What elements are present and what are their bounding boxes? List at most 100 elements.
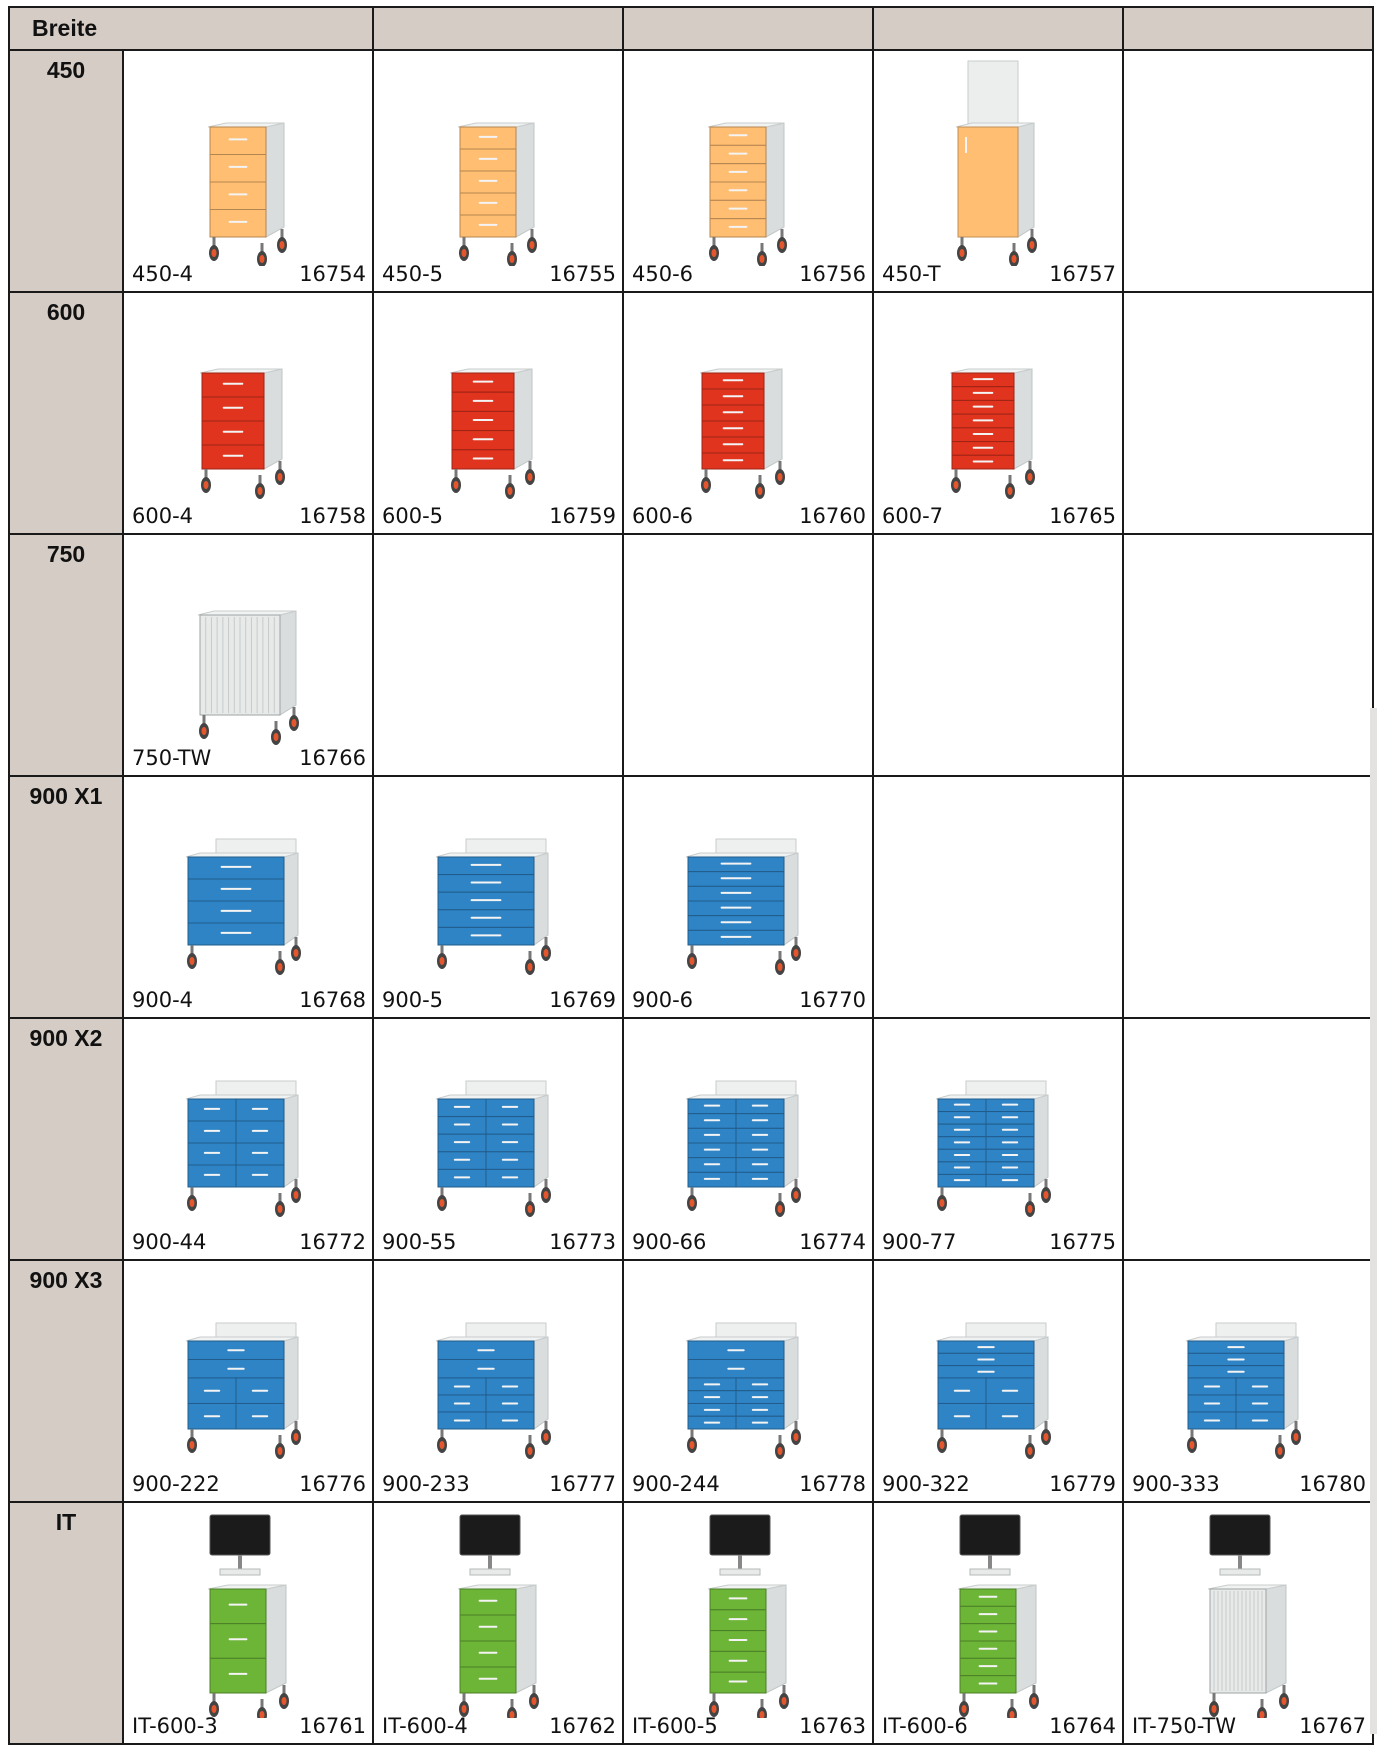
wheel-icon xyxy=(201,469,211,493)
drawer-icon xyxy=(187,878,285,902)
drawer-icon xyxy=(459,148,517,172)
product-cell: IT-750-TW 16767 xyxy=(1122,1501,1374,1745)
row-width-label: 900 X2 xyxy=(29,1025,103,1051)
wheel-icon xyxy=(1005,475,1015,499)
cabinet-icon xyxy=(457,122,535,238)
drawer-icon xyxy=(187,900,285,924)
product-cell: 900-233 16777 xyxy=(372,1259,624,1503)
product-number: 16759 xyxy=(549,504,616,528)
wheel-icon xyxy=(507,243,517,266)
drawer-icon xyxy=(235,1098,285,1122)
cabinet-icon xyxy=(685,852,799,946)
empty-cell xyxy=(1122,1017,1374,1261)
cabinet-icon xyxy=(1185,1336,1299,1430)
product-image xyxy=(707,122,787,266)
product-image-wrapper xyxy=(624,293,872,508)
cell-content: 900-5 16769 xyxy=(374,777,622,1017)
product-image xyxy=(707,1514,789,1718)
product-image-wrapper xyxy=(1124,1503,1372,1718)
product-number: 16769 xyxy=(549,988,616,1012)
product-code: IT-600-5 xyxy=(632,1714,718,1738)
product-image xyxy=(935,1080,1051,1217)
product-image xyxy=(185,1080,301,1217)
cell-content xyxy=(1124,1019,1372,1259)
cell-content: 600-7 16765 xyxy=(874,293,1122,533)
product-number: 16775 xyxy=(1049,1230,1116,1254)
product-code: IT-600-4 xyxy=(382,1714,468,1738)
cell-content: 600-4 16758 xyxy=(124,293,372,533)
product-image xyxy=(699,368,785,499)
product-number: 16760 xyxy=(799,504,866,528)
wheel-icon xyxy=(1257,1699,1267,1718)
empty-cell xyxy=(872,533,1124,777)
drawer-icon xyxy=(187,922,285,946)
wheel-icon xyxy=(275,1435,285,1459)
wheel-icon xyxy=(1187,1429,1197,1453)
product-cell: IT-600-4 16762 xyxy=(372,1501,624,1745)
cabinet-icon xyxy=(199,368,283,470)
drawer-icon xyxy=(201,396,265,422)
empty-cell xyxy=(1122,533,1374,777)
cell-content xyxy=(874,535,1122,775)
empty-cell xyxy=(1122,49,1374,293)
cabinet-icon xyxy=(207,1584,287,1694)
cell-content: 900-4 16768 xyxy=(124,777,372,1017)
product-code: 900-244 xyxy=(632,1472,720,1496)
row-width-label: 450 xyxy=(46,57,86,83)
product-number: 16756 xyxy=(799,262,866,286)
wheel-icon xyxy=(1025,461,1035,485)
upstand-icon xyxy=(715,838,797,854)
upstand-icon xyxy=(1215,1322,1297,1338)
product-cell: IT-600-6 16764 xyxy=(872,1501,1124,1745)
product-cell: 900-6 16770 xyxy=(622,775,874,1019)
product-image xyxy=(435,1080,551,1217)
cell-content xyxy=(1124,293,1372,533)
empty-cell xyxy=(1122,291,1374,535)
wheel-icon xyxy=(1291,1421,1301,1445)
cell-content xyxy=(1124,535,1372,775)
product-image-wrapper xyxy=(624,1019,872,1234)
wheel-icon xyxy=(275,951,285,975)
product-code: 900-66 xyxy=(632,1230,707,1254)
wheel-icon xyxy=(687,1429,697,1453)
table-row: 900 X1 900-4 16768 900-5 16769 900-6 16770 xyxy=(8,775,1374,1019)
cell-content: IT-600-4 16762 xyxy=(374,1503,622,1743)
wheel-icon xyxy=(505,475,515,499)
table-row: 900 X2 900-44 16772 900-55 16773 900-66 16774 9… xyxy=(8,1017,1374,1261)
row-header-cell: IT xyxy=(8,1501,124,1745)
product-number: 16758 xyxy=(299,504,366,528)
row-width-label: 600 xyxy=(46,299,86,325)
product-number: 16754 xyxy=(299,262,366,286)
cabinet-icon xyxy=(699,368,783,470)
drawer-icon xyxy=(209,1657,267,1694)
cabinet-icon xyxy=(185,1336,299,1430)
product-code: 600-6 xyxy=(632,504,694,528)
cell-content xyxy=(374,535,622,775)
wheel-icon xyxy=(459,237,469,261)
cabinet-icon xyxy=(457,1584,537,1694)
drawer-icon xyxy=(459,1614,517,1642)
product-cell: 900-44 16772 xyxy=(122,1017,374,1261)
drawer-icon xyxy=(209,1588,267,1625)
product-number: 16772 xyxy=(299,1230,366,1254)
product-image-wrapper xyxy=(624,1261,872,1476)
cabinet-icon xyxy=(435,1094,549,1188)
product-code: 450-5 xyxy=(382,262,444,286)
wheel-icon xyxy=(791,1179,801,1203)
drawer-icon xyxy=(235,1142,285,1166)
upstand-icon xyxy=(715,1080,797,1096)
cell-content: 900-233 16777 xyxy=(374,1261,622,1501)
product-cell: 900-55 16773 xyxy=(372,1017,624,1261)
wheel-icon xyxy=(687,945,697,969)
cell-content xyxy=(1124,777,1372,1017)
cabinet-icon xyxy=(185,1094,299,1188)
wheel-icon xyxy=(791,937,801,961)
page-edge-strip xyxy=(1370,708,1377,1734)
wheel-icon xyxy=(451,469,461,493)
product-image-wrapper xyxy=(124,51,372,266)
monitor-icon xyxy=(959,1514,1021,1576)
product-code: 900-5 xyxy=(382,988,444,1012)
drawer-icon xyxy=(709,1630,767,1652)
drawer-icon xyxy=(459,1640,517,1668)
back-panel-icon xyxy=(967,60,1019,128)
